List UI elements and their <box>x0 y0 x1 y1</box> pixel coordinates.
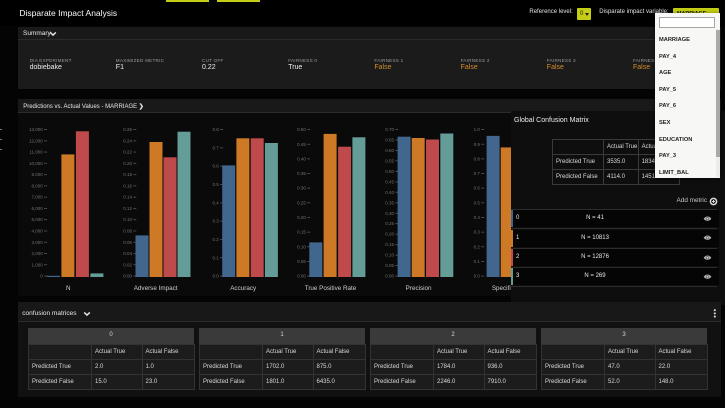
svg-text:N: N <box>66 284 71 291</box>
svg-text:1.0: 1.0 <box>474 127 481 132</box>
svg-text:11,000: 11,000 <box>29 149 43 154</box>
svg-text:0.30: 0.30 <box>385 210 394 215</box>
svg-text:0.3: 0.3 <box>213 218 220 223</box>
svg-text:0.02: 0.02 <box>123 262 132 267</box>
svg-text:0.00: 0.00 <box>123 273 132 278</box>
svg-text:0.8: 0.8 <box>474 156 481 161</box>
svg-text:0.6: 0.6 <box>474 185 481 190</box>
svg-text:0.35: 0.35 <box>297 171 306 176</box>
svg-text:0.16: 0.16 <box>123 183 132 188</box>
svg-text:0.9: 0.9 <box>474 141 481 146</box>
svg-text:0.15: 0.15 <box>385 242 394 247</box>
svg-text:0.05: 0.05 <box>385 263 394 268</box>
svg-text:0.00: 0.00 <box>297 273 306 278</box>
svg-text:0.2: 0.2 <box>474 244 481 249</box>
svg-text:13,000: 13,000 <box>29 127 43 132</box>
svg-text:0.6: 0.6 <box>213 163 220 168</box>
svg-text:0.04: 0.04 <box>123 251 132 256</box>
svg-text:0.10: 0.10 <box>385 252 394 257</box>
svg-text:0.05: 0.05 <box>297 259 306 264</box>
svg-text:0.2: 0.2 <box>213 237 220 242</box>
svg-text:0.24: 0.24 <box>123 138 132 143</box>
svg-text:0.14: 0.14 <box>123 194 132 199</box>
svg-text:0.22: 0.22 <box>123 149 132 154</box>
svg-text:0.00: 0.00 <box>385 273 394 278</box>
svg-text:0.30: 0.30 <box>297 185 306 190</box>
svg-text:0.70: 0.70 <box>385 127 394 132</box>
svg-text:0.10: 0.10 <box>123 217 132 222</box>
svg-text:6,000: 6,000 <box>32 206 44 211</box>
svg-text:0.65: 0.65 <box>385 137 394 142</box>
svg-text:Specificity: Specificity <box>492 284 521 291</box>
svg-text:0.20: 0.20 <box>123 160 132 165</box>
svg-text:7,000: 7,000 <box>32 194 44 199</box>
svg-text:Accuracy: Accuracy <box>230 284 257 291</box>
svg-text:10,000: 10,000 <box>29 160 43 165</box>
svg-text:0.25: 0.25 <box>385 221 394 226</box>
svg-text:0.40: 0.40 <box>385 189 394 194</box>
svg-text:0.15: 0.15 <box>297 229 306 234</box>
svg-text:0.50: 0.50 <box>385 168 394 173</box>
svg-text:0.20: 0.20 <box>385 231 394 236</box>
svg-text:0.06: 0.06 <box>123 239 132 244</box>
svg-text:0.7: 0.7 <box>213 145 220 150</box>
svg-text:0.25: 0.25 <box>297 200 306 205</box>
svg-text:0.1: 0.1 <box>474 259 481 264</box>
svg-text:0.0: 0.0 <box>474 273 481 278</box>
svg-text:0.50: 0.50 <box>297 127 306 132</box>
svg-text:2,000: 2,000 <box>32 251 44 256</box>
svg-text:3,000: 3,000 <box>32 239 44 244</box>
svg-text:0.4: 0.4 <box>213 200 220 205</box>
svg-text:0.12: 0.12 <box>123 206 132 211</box>
svg-text:0.55: 0.55 <box>385 158 394 163</box>
svg-text:0.60: 0.60 <box>385 148 394 153</box>
svg-text:0.08: 0.08 <box>123 228 132 233</box>
svg-text:0: 0 <box>40 273 43 278</box>
svg-text:0.45: 0.45 <box>385 179 394 184</box>
svg-text:0.3: 0.3 <box>474 229 481 234</box>
svg-text:0.5: 0.5 <box>213 182 220 187</box>
svg-text:0.40: 0.40 <box>297 156 306 161</box>
svg-text:0.7: 0.7 <box>474 171 481 176</box>
svg-text:0.10: 0.10 <box>297 244 306 249</box>
svg-text:5,000: 5,000 <box>32 217 44 222</box>
svg-text:1,000: 1,000 <box>32 262 44 267</box>
svg-text:True Positive Rate: True Positive Rate <box>305 284 357 291</box>
svg-text:0.5: 0.5 <box>474 200 481 205</box>
svg-text:0.35: 0.35 <box>385 200 394 205</box>
svg-text:0.8: 0.8 <box>213 127 220 132</box>
svg-text:0.0: 0.0 <box>213 273 220 278</box>
svg-text:0.45: 0.45 <box>297 141 306 146</box>
svg-text:9,000: 9,000 <box>32 172 44 177</box>
svg-text:4,000: 4,000 <box>32 228 44 233</box>
svg-text:Adverse Impact: Adverse Impact <box>134 284 178 291</box>
svg-text:8,000: 8,000 <box>32 183 44 188</box>
svg-text:Precision: Precision <box>406 284 432 291</box>
svg-text:0.4: 0.4 <box>474 215 481 220</box>
svg-text:0.20: 0.20 <box>297 215 306 220</box>
svg-text:0.26: 0.26 <box>123 127 132 132</box>
svg-text:0.18: 0.18 <box>123 172 132 177</box>
svg-text:12,000: 12,000 <box>29 138 43 143</box>
svg-text:0.1: 0.1 <box>213 255 220 260</box>
